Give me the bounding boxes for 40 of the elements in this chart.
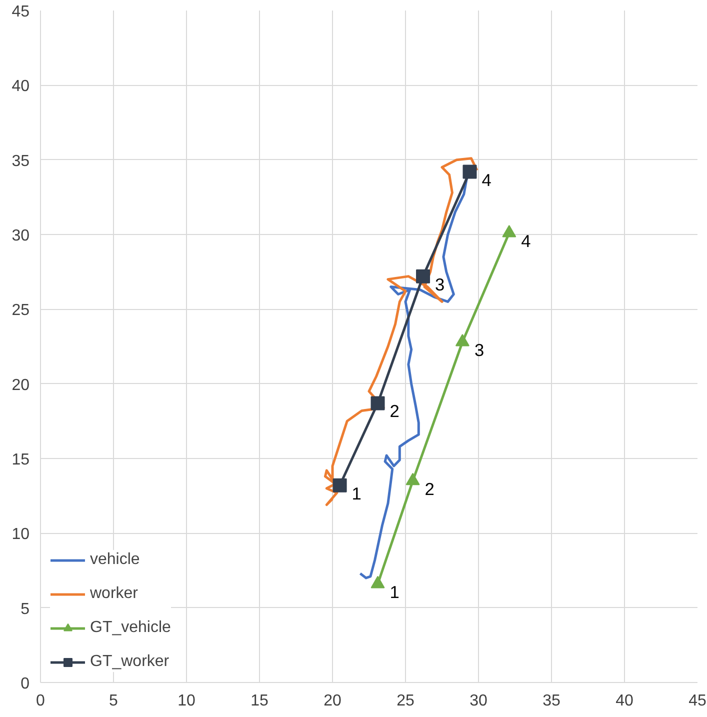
- annotation: 2: [390, 401, 400, 422]
- x-tick-label: 15: [250, 692, 268, 710]
- point: [332, 478, 347, 492]
- y-tick-label: 0: [20, 676, 30, 692]
- y-tick-label: 10: [12, 526, 30, 544]
- point: [416, 269, 430, 284]
- point: [370, 396, 385, 410]
- x-tick-label: 45: [688, 692, 706, 710]
- y-tick-label: 25: [12, 302, 30, 320]
- x-tick-label: 30: [470, 692, 488, 710]
- x-tick-label: 20: [324, 692, 342, 710]
- point: [455, 334, 470, 346]
- annotation: 4: [482, 170, 492, 190]
- point: [406, 472, 420, 486]
- legend-label: vehicle: [90, 551, 140, 569]
- y-tick-label: 45: [12, 4, 30, 20]
- x-tick-label: 35: [542, 692, 560, 710]
- x-tick-label: 10: [178, 692, 196, 710]
- point: [370, 576, 385, 588]
- y-tick-label: 15: [12, 452, 30, 468]
- y-tick-label: 5: [20, 600, 30, 618]
- annotation: 1: [390, 582, 400, 602]
- y-tick-label: 20: [12, 376, 30, 394]
- legend-label: GT_worker: [90, 653, 170, 671]
- point: [502, 225, 516, 238]
- y-tick-label: 35: [12, 152, 30, 170]
- annotation: 2: [424, 478, 434, 499]
- point: [462, 164, 477, 179]
- annotation: 3: [435, 274, 445, 294]
- annotation: 3: [474, 340, 484, 360]
- x-tick-label: 25: [396, 692, 414, 710]
- legend-label: GT_vehicle: [90, 619, 171, 637]
- x-tick-label: 40: [616, 692, 634, 710]
- x-tick-label: 5: [109, 692, 118, 710]
- annotation: 4: [521, 231, 532, 252]
- legend-label: worker: [90, 585, 138, 603]
- annotation: 1: [352, 483, 362, 504]
- y-tick-label: 30: [12, 228, 30, 244]
- x-tick-label: 0: [36, 692, 46, 710]
- y-tick-label: 40: [12, 78, 30, 96]
